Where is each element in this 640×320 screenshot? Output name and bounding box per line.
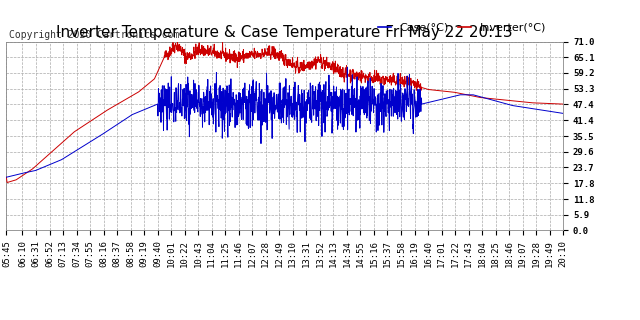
Title: Inverter Temperature & Case Temperature Fri May 22 20:13: Inverter Temperature & Case Temperature … [56, 25, 513, 40]
Text: Copyright 2020 Cartronics.com: Copyright 2020 Cartronics.com [9, 30, 180, 40]
Legend: Case(°C), Inverter(°C): Case(°C), Inverter(°C) [378, 23, 547, 33]
